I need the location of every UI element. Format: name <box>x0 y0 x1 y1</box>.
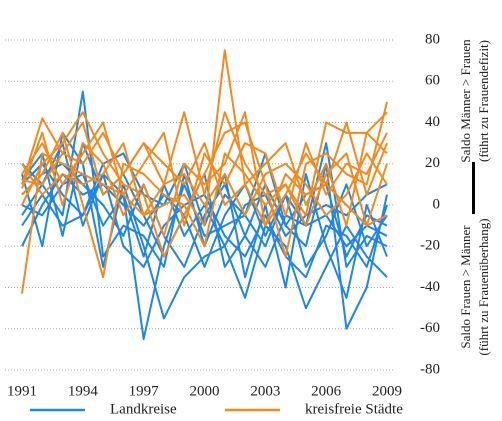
series-line <box>21 121 388 227</box>
y-tick-label: 60 <box>425 73 440 89</box>
y-tick-label: 0 <box>433 196 441 212</box>
y-tick-label: -40 <box>420 279 440 295</box>
y-tick-label: -80 <box>420 361 440 377</box>
x-tick-label: 2000 <box>190 383 220 399</box>
series-line <box>21 101 388 258</box>
y-tick-label: -20 <box>420 238 440 254</box>
annotation: (führt zu Frauendefizit) <box>476 40 491 162</box>
series-line <box>21 111 388 217</box>
legend-label: kreisfreie Städte <box>305 401 403 417</box>
series-line <box>21 131 388 279</box>
x-tick-label: 1994 <box>68 383 99 399</box>
legend-label: Landkreise <box>110 401 177 417</box>
y-tick-label: 20 <box>425 155 440 171</box>
series-line <box>21 142 388 217</box>
y-tick-label: -60 <box>420 320 440 336</box>
annotation: (führt zu Frauenüberhang) <box>476 218 491 355</box>
y-tick-label: 80 <box>425 31 440 47</box>
x-tick-label: 1997 <box>129 383 160 399</box>
series-line <box>21 111 388 227</box>
x-tick-label: 1991 <box>7 383 37 399</box>
series-line <box>21 111 388 237</box>
x-tick-label: 2006 <box>311 383 342 399</box>
annotation: Saldo Männer > Frauen <box>458 39 473 163</box>
series-line <box>21 173 388 268</box>
x-tick-label: 2009 <box>372 383 402 399</box>
x-tick-label: 2003 <box>250 383 280 399</box>
y-tick-label: 40 <box>425 114 440 130</box>
axis-divider <box>472 162 475 214</box>
annotation: Saldo Frauen > Männer <box>458 225 473 349</box>
